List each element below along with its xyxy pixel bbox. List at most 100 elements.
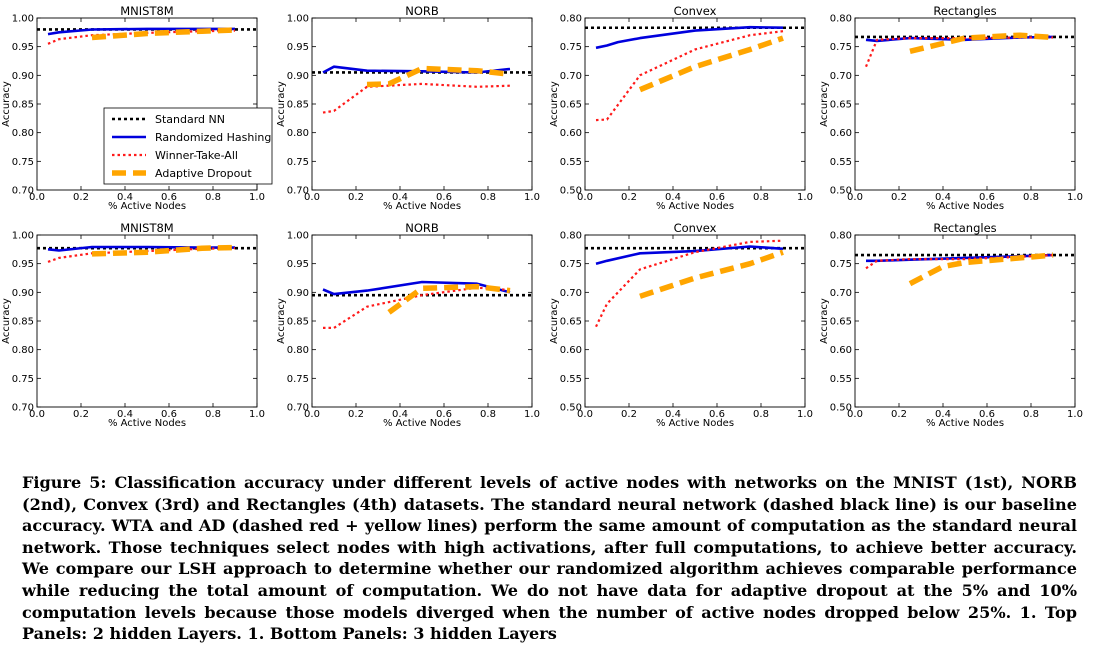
- y-tick-label: 1.00: [12, 231, 34, 242]
- chart-panel: Rectangles 0.50 0.55 0.60 0.65 0.70 0.75 0.80 0.…: [819, 4, 1083, 212]
- x-axis-label: % Active Nodes: [656, 201, 734, 212]
- y-axis-label: Accuracy: [549, 298, 560, 344]
- x-axis-label: % Active Nodes: [926, 418, 1004, 429]
- y-tick-label: 0.80: [12, 345, 34, 356]
- wta-series-line: [322, 82, 511, 114]
- chart-title: Rectangles: [933, 4, 996, 18]
- y-tick-label: 0.80: [287, 345, 309, 356]
- y-tick-label: 0.50: [830, 186, 852, 197]
- axes-frame: [584, 17, 806, 191]
- y-axis-label: Accuracy: [819, 81, 830, 127]
- legend-label-ad: Adaptive Dropout: [155, 167, 252, 180]
- y-tick-label: 0.90: [287, 288, 309, 299]
- x-axis-label: % Active Nodes: [926, 201, 1004, 212]
- axes-frame: [854, 234, 1076, 408]
- x-tick-label: 0.2: [348, 409, 364, 420]
- plot-area: [37, 27, 257, 45]
- y-tick-label: 0.55: [830, 157, 852, 168]
- y-tick-label: 0.80: [560, 14, 582, 25]
- chart-panel: Rectangles 0.50 0.55 0.60 0.65 0.70 0.75 0.80 0.…: [819, 221, 1083, 429]
- x-tick-label: 0.6: [979, 409, 995, 420]
- y-tick-label: 0.70: [830, 288, 852, 299]
- chart-title: Rectangles: [933, 221, 996, 235]
- x-tick-label: 1.0: [249, 409, 265, 420]
- x-tick-label: 0.6: [161, 409, 177, 420]
- chart-title: MNIST8M: [120, 4, 173, 18]
- x-tick-label: 0.0: [847, 409, 863, 420]
- x-tick-label: 0.4: [935, 409, 951, 420]
- ad-series-line: [387, 283, 511, 315]
- y-tick-label: 0.80: [830, 231, 852, 242]
- y-tick-label: 0.80: [12, 128, 34, 139]
- x-tick-label: 1.0: [1067, 409, 1083, 420]
- hashing-series-line: [595, 245, 784, 265]
- y-tick-label: 0.90: [12, 288, 34, 299]
- chart-title: NORB: [405, 221, 439, 235]
- hashing-series-line: [322, 280, 511, 296]
- x-tick-label: 0.2: [348, 192, 364, 203]
- plot-area: [855, 32, 1075, 68]
- x-tick-label: 0.0: [29, 409, 45, 420]
- x-tick-label: 0.8: [753, 192, 769, 203]
- legend-label-wta: Winner-Take-All: [155, 149, 238, 162]
- y-tick-label: 0.85: [12, 317, 34, 328]
- x-tick-label: 0.6: [436, 192, 452, 203]
- x-tick-label: 0.2: [621, 192, 637, 203]
- x-tick-label: 0.6: [709, 192, 725, 203]
- x-axis-label: % Active Nodes: [656, 418, 734, 429]
- y-tick-label: 0.80: [287, 128, 309, 139]
- y-tick-label: 0.65: [560, 317, 582, 328]
- x-tick-label: 0.4: [117, 192, 133, 203]
- axes-frame: [311, 17, 533, 191]
- x-tick-label: 0.8: [480, 192, 496, 203]
- y-tick-label: 0.95: [287, 42, 309, 53]
- y-tick-label: 0.80: [830, 14, 852, 25]
- ad-series-line: [91, 244, 236, 257]
- y-tick-label: 0.60: [560, 345, 582, 356]
- y-tick-label: 0.70: [560, 71, 582, 82]
- x-tick-label: 0.4: [392, 409, 408, 420]
- y-tick-label: 0.95: [12, 259, 34, 270]
- chart-panel: NORB 0.70 0.75 0.80 0.85 0.90 0.95 1.00 0.0 0.2 0.…: [276, 221, 540, 429]
- legend-label-standard: Standard NN: [155, 113, 225, 126]
- x-axis-label: % Active Nodes: [108, 201, 186, 212]
- y-axis-label: Accuracy: [549, 81, 560, 127]
- x-tick-label: 0.2: [621, 409, 637, 420]
- x-tick-label: 0.0: [304, 409, 320, 420]
- y-tick-label: 1.00: [287, 14, 309, 25]
- chart-title: Convex: [674, 4, 717, 18]
- y-tick-label: 0.75: [560, 259, 582, 270]
- y-tick-label: 0.60: [830, 128, 852, 139]
- y-tick-label: 0.75: [12, 157, 34, 168]
- wta-series-line: [595, 239, 784, 328]
- y-axis-label: Accuracy: [819, 298, 830, 344]
- y-tick-label: 0.80: [560, 231, 582, 242]
- y-axis-label: Accuracy: [1, 298, 12, 344]
- x-axis-label: % Active Nodes: [108, 418, 186, 429]
- chart-panel: MNIST8M 0.70 0.75 0.80 0.85 0.90 0.95 1.00 0.0 0.…: [1, 4, 273, 212]
- x-tick-label: 1.0: [524, 409, 540, 420]
- y-tick-label: 0.85: [287, 100, 309, 111]
- figure-caption: Figure 5: Classification accuracy under …: [22, 473, 1077, 644]
- y-tick-label: 0.85: [12, 100, 34, 111]
- y-tick-label: 1.00: [287, 231, 309, 242]
- x-tick-label: 1.0: [797, 192, 813, 203]
- y-tick-label: 0.65: [560, 100, 582, 111]
- y-tick-label: 0.75: [287, 157, 309, 168]
- y-tick-label: 0.50: [830, 403, 852, 414]
- y-axis-label: Accuracy: [276, 298, 287, 344]
- y-tick-label: 0.55: [560, 374, 582, 385]
- y-tick-label: 0.70: [12, 186, 34, 197]
- x-tick-label: 0.2: [73, 409, 89, 420]
- chart-panel: MNIST8M 0.70 0.75 0.80 0.85 0.90 0.95 1.00 0.0 0.…: [1, 221, 265, 429]
- x-tick-label: 0.0: [577, 409, 593, 420]
- y-tick-label: 0.75: [287, 374, 309, 385]
- x-tick-label: 0.8: [1023, 192, 1039, 203]
- x-axis-label: % Active Nodes: [383, 418, 461, 429]
- axes-frame: [311, 234, 533, 408]
- y-tick-label: 0.70: [287, 186, 309, 197]
- y-tick-label: 0.90: [287, 71, 309, 82]
- wta-series-line: [865, 254, 1054, 270]
- plot-area: [855, 252, 1075, 287]
- legend-box: [103, 107, 273, 185]
